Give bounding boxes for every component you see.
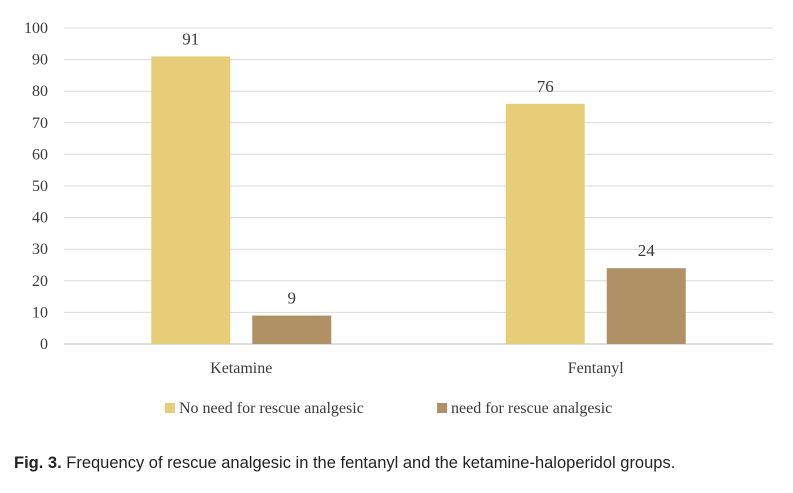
data-label: 91 [182, 29, 199, 48]
bars [151, 56, 686, 344]
bar [606, 268, 686, 344]
legend: No need for rescue analgesic need for res… [165, 400, 612, 417]
legend-swatch [437, 403, 447, 413]
legend-label: need for rescue analgesic [451, 400, 612, 417]
y-tick-label: 60 [32, 146, 48, 163]
y-tick-label: 40 [32, 210, 48, 227]
legend-label: No need for rescue analgesic [179, 400, 364, 417]
figure-caption-text: Frequency of rescue analgesic in the fen… [61, 454, 676, 472]
bar [505, 103, 585, 344]
data-label: 9 [288, 289, 297, 308]
y-tick-label: 90 [32, 52, 48, 69]
y-tick-label: 70 [32, 115, 48, 132]
figure-caption: Fig. 3. Frequency of rescue analgesic in… [14, 454, 784, 473]
bar [151, 56, 231, 344]
x-tick-label: Fentanyl [568, 360, 625, 377]
y-tick-label: 0 [40, 336, 48, 353]
data-label: 24 [638, 241, 656, 260]
bar [252, 315, 332, 344]
data-label: 76 [537, 77, 554, 96]
figure-label: Fig. 3. [14, 454, 62, 472]
x-tick-label: Ketamine [210, 360, 272, 377]
data-labels: 91 9 76 24 [182, 29, 655, 307]
y-tick-label: 20 [32, 273, 48, 290]
x-axis: Ketamine Fentanyl [210, 360, 624, 377]
y-tick-label: 80 [32, 83, 48, 100]
y-tick-label: 30 [32, 241, 48, 258]
y-tick-label: 100 [24, 20, 48, 37]
legend-swatch [165, 403, 175, 413]
y-tick-label: 50 [32, 178, 48, 195]
y-tick-label: 10 [32, 304, 48, 321]
y-axis: 0 10 20 30 40 50 60 70 80 90 100 [24, 20, 48, 353]
bar-chart: 0 10 20 30 40 50 60 70 80 90 100 91 9 76 24 Ketamine F… [24, 20, 773, 417]
